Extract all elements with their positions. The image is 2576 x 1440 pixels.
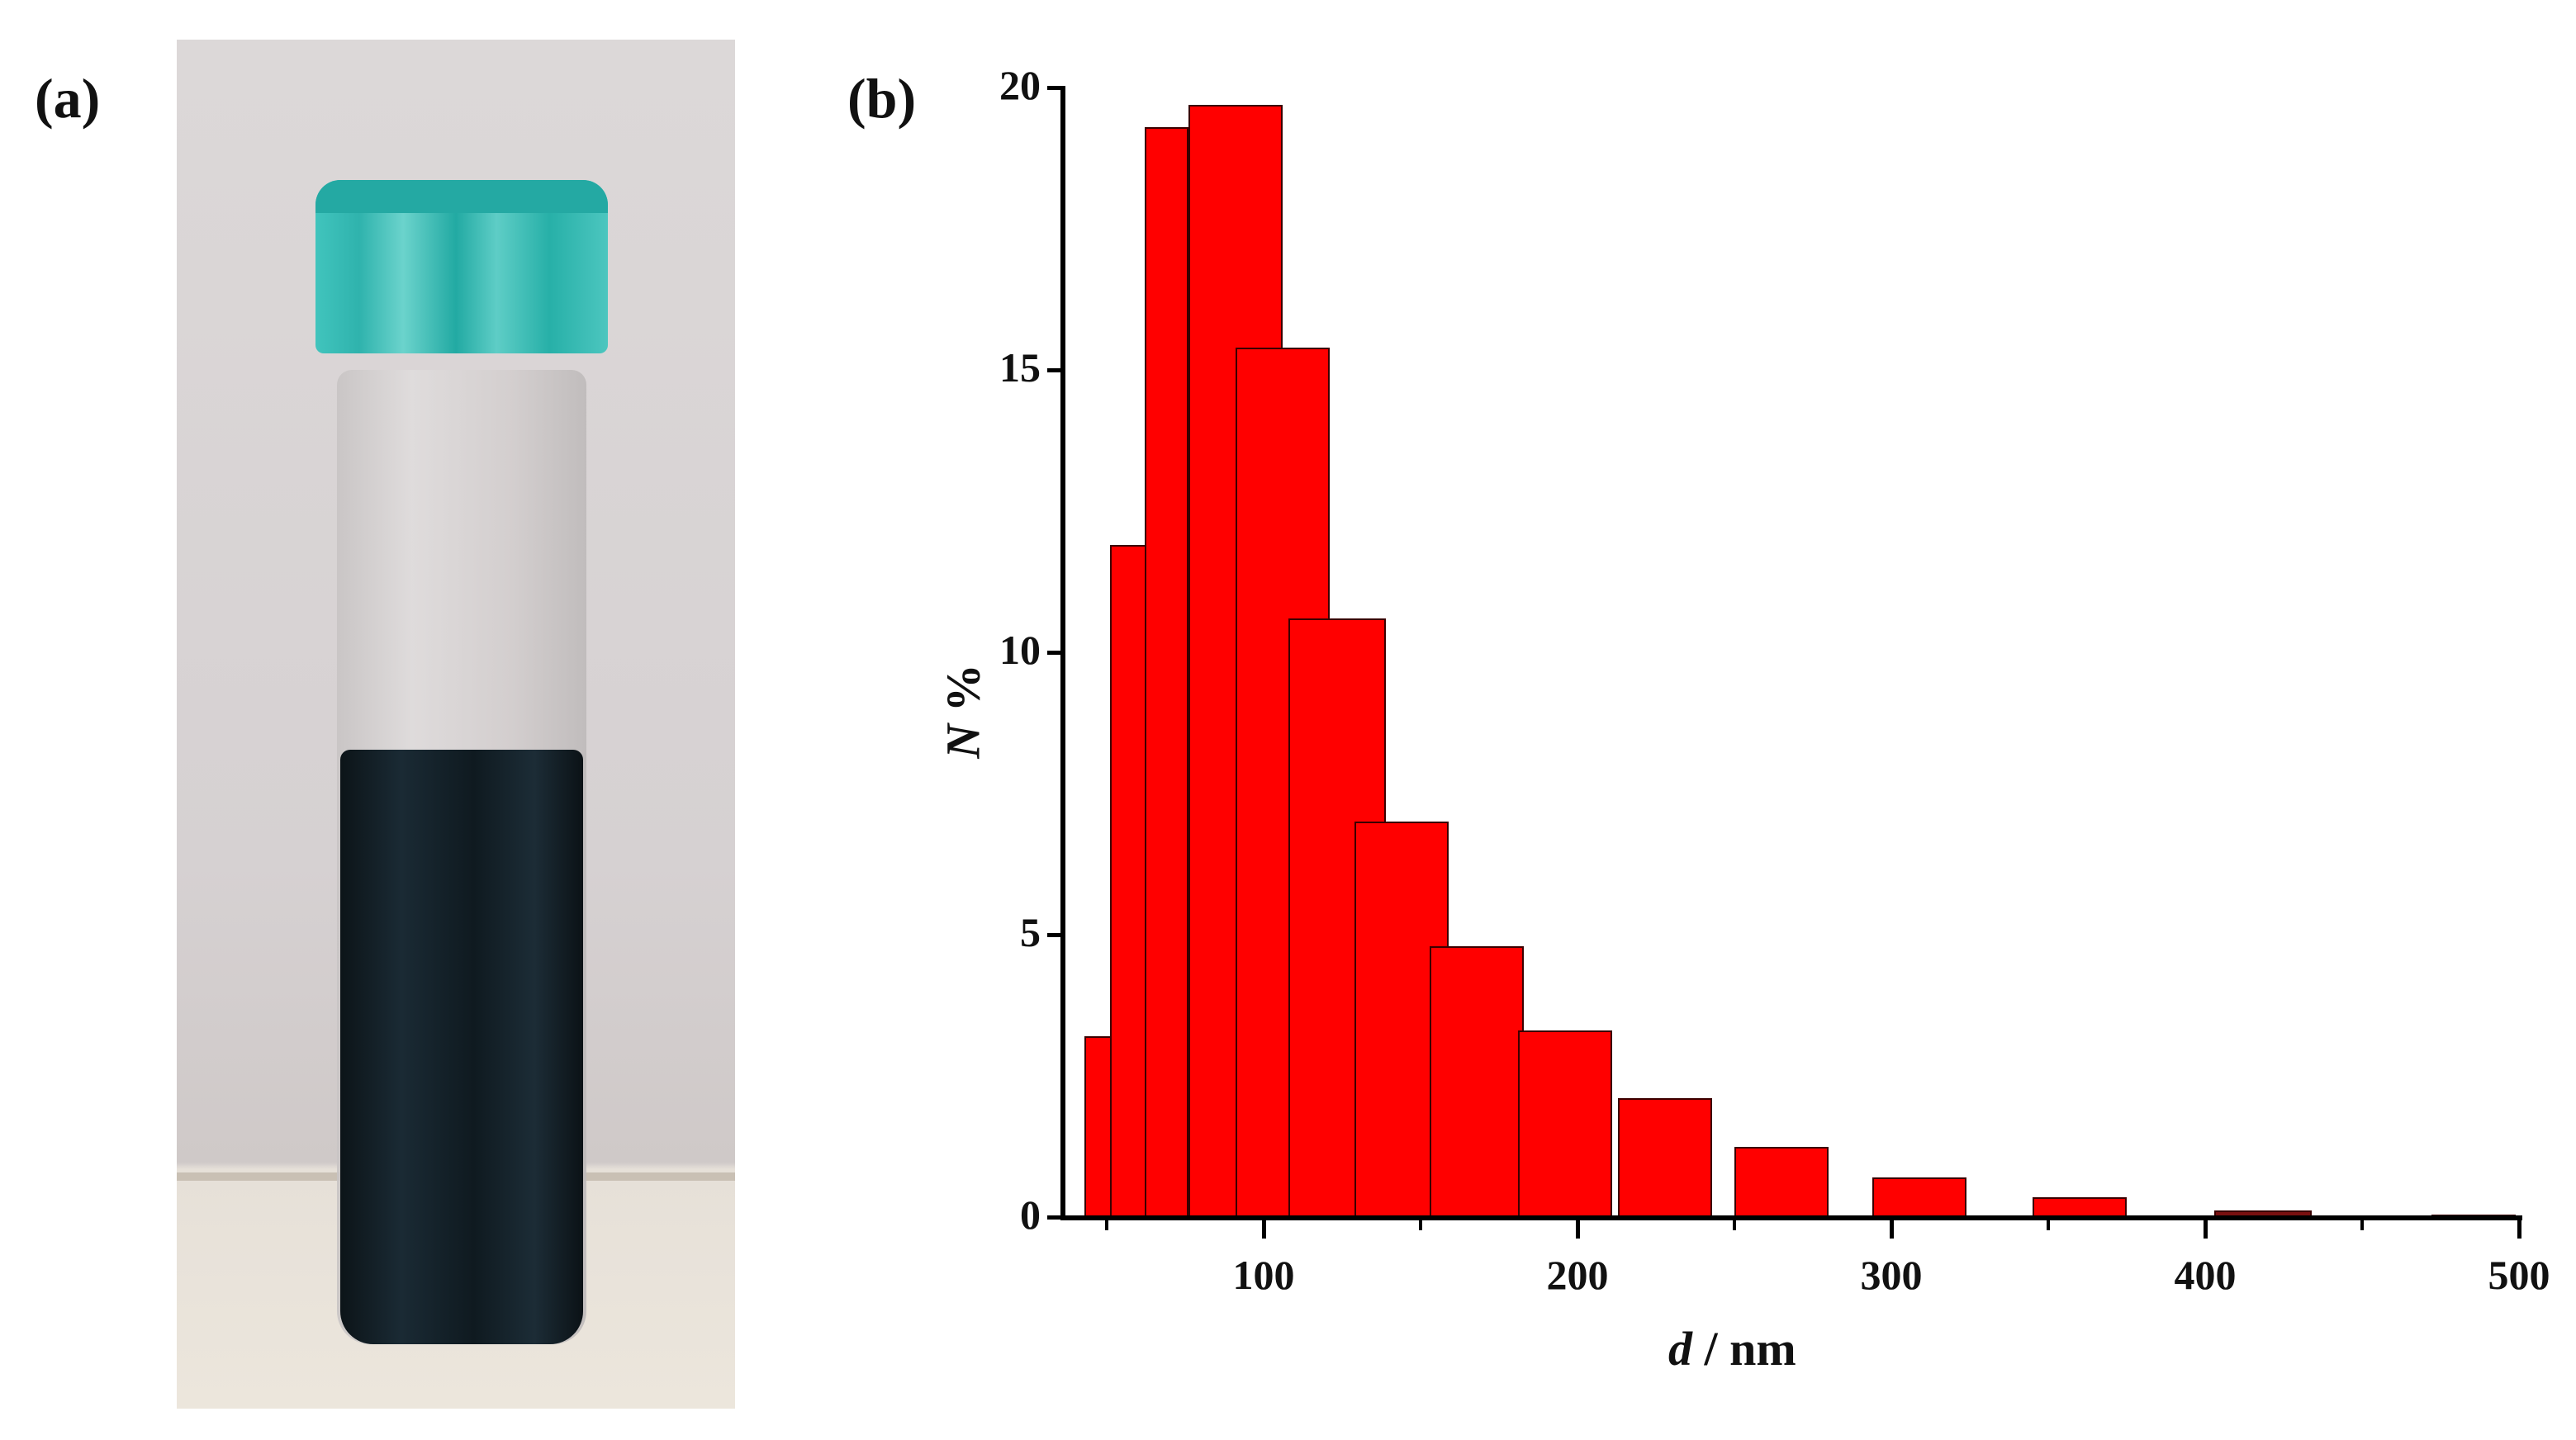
panel-label-a: (a) <box>35 67 101 130</box>
histogram-bar <box>2033 1197 2127 1217</box>
x-tick-label: 300 <box>1860 1252 1923 1298</box>
x-minor-tick-mark <box>1419 1217 1422 1230</box>
vial <box>315 180 608 1344</box>
x-axis-label: d / nm <box>1668 1321 1796 1376</box>
y-tick-label: 5 <box>1020 909 1041 955</box>
x-tick-label: 200 <box>1546 1252 1609 1298</box>
y-axis-label-var: N <box>936 723 990 759</box>
x-minor-tick-mark <box>2047 1217 2050 1230</box>
x-axis-line <box>1060 1215 2522 1220</box>
dark-dispersion-liquid <box>340 750 583 1344</box>
y-axis-label: N % <box>880 664 1046 806</box>
y-tick-mark <box>1047 86 1064 90</box>
histogram-bar <box>1734 1146 1829 1217</box>
y-tick-label: 0 <box>1020 1191 1041 1238</box>
histogram-bar <box>1872 1177 1967 1217</box>
x-tick-mark <box>1262 1217 1266 1239</box>
y-tick-label: 15 <box>999 344 1041 391</box>
y-tick-label: 10 <box>999 627 1041 673</box>
x-minor-tick-mark <box>2360 1217 2364 1230</box>
x-tick-label: 500 <box>2488 1252 2550 1298</box>
y-tick-mark <box>1047 651 1064 655</box>
panel-label-b: (b) <box>847 67 917 130</box>
x-minor-tick-mark <box>1733 1217 1736 1230</box>
histogram-bar <box>1144 126 1188 1217</box>
histogram-bar <box>1430 945 1525 1217</box>
histogram-bar <box>1618 1098 1713 1217</box>
x-tick-label: 400 <box>2174 1252 2237 1298</box>
x-tick-mark <box>2204 1217 2208 1239</box>
x-tick-mark <box>1576 1217 1580 1239</box>
histogram-bar <box>1084 1036 1113 1217</box>
y-tick-mark <box>1047 368 1064 372</box>
y-tick-label: 20 <box>999 62 1041 108</box>
x-tick-label: 100 <box>1232 1252 1295 1298</box>
histogram-bar <box>1109 545 1148 1217</box>
x-axis-label-var: d <box>1668 1322 1692 1376</box>
histogram-bar <box>2214 1210 2313 1217</box>
x-tick-mark <box>1890 1217 1894 1239</box>
x-axis-label-unit: / nm <box>1692 1322 1796 1376</box>
histogram-bar <box>1517 1030 1612 1217</box>
y-axis-label-unit: % <box>936 664 990 724</box>
x-minor-tick-mark <box>1105 1217 1108 1230</box>
y-tick-mark <box>1047 933 1064 937</box>
y-tick-mark <box>1047 1215 1064 1220</box>
vial-cap-top <box>315 180 608 213</box>
vial-photo <box>177 40 735 1409</box>
x-tick-mark <box>2517 1217 2521 1239</box>
